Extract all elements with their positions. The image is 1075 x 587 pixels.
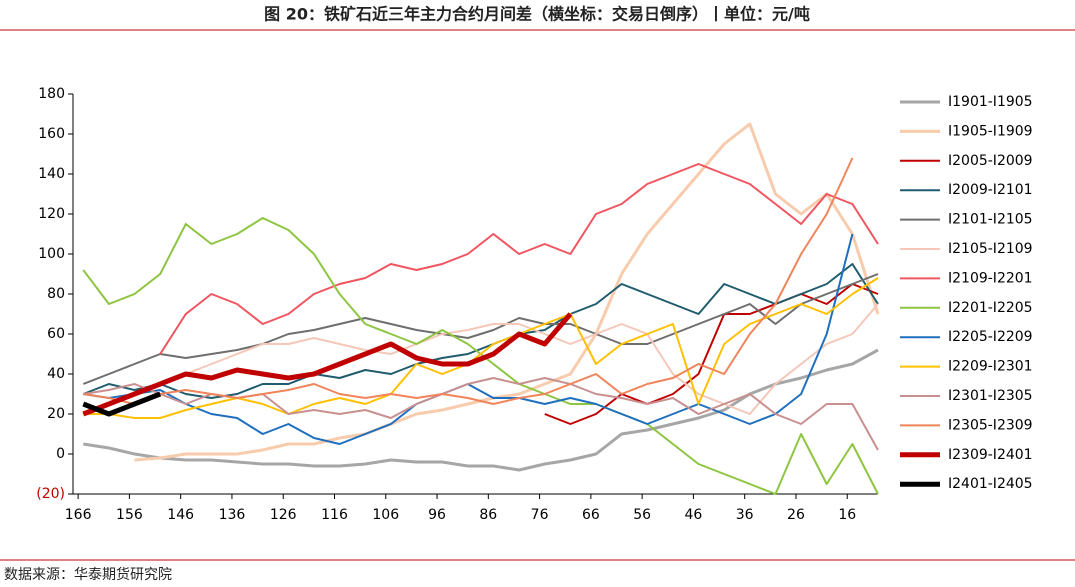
legend-label: I2109-I2201 — [948, 270, 1033, 286]
legend-label: I1901-I1905 — [948, 94, 1033, 110]
y-tick-label: 60 — [47, 326, 65, 342]
legend-label: I2301-I2305 — [948, 388, 1033, 404]
series-line — [82, 263, 879, 399]
x-tick-label: 96 — [428, 507, 446, 523]
y-tick-label: 120 — [38, 206, 65, 222]
legend-label: I2009-I2101 — [948, 182, 1033, 198]
series-line — [83, 157, 854, 405]
legend-label: I2105-I2109 — [948, 241, 1033, 257]
legend-label: I2309-I2401 — [948, 447, 1033, 463]
y-tick-label: 20 — [47, 406, 65, 422]
x-tick-label: 156 — [116, 507, 143, 523]
y-tick-label: 160 — [38, 126, 65, 142]
x-tick-label: 86 — [479, 507, 497, 523]
legend-label: I2209-I2301 — [948, 359, 1033, 375]
x-tick-label: 116 — [321, 507, 348, 523]
y-tick-label: 0 — [56, 446, 65, 462]
x-tick-label: 166 — [65, 507, 92, 523]
chart-title: 图 20：铁矿石近三年主力合约月间差（横坐标：交易日倒序）丨单位：元/吨 — [264, 5, 810, 24]
series-line — [544, 283, 879, 425]
y-tick-label: 40 — [47, 366, 65, 382]
series-line — [82, 273, 879, 385]
series-line — [83, 277, 879, 419]
x-tick-label: 56 — [633, 507, 651, 523]
x-tick-label: 106 — [372, 507, 399, 523]
series-line — [159, 163, 879, 355]
x-tick-label: 136 — [219, 507, 246, 523]
legend-label: I2401-I2405 — [948, 476, 1033, 492]
series-line — [83, 377, 879, 451]
series-line — [134, 122, 880, 462]
legend-label: I2101-I2105 — [948, 212, 1033, 228]
legend-label: I2201-I2205 — [948, 300, 1033, 316]
y-tick-label: 80 — [47, 286, 65, 302]
y-tick-label: 140 — [38, 166, 65, 182]
y-tick-label: (20) — [36, 486, 65, 502]
series-line — [82, 303, 879, 415]
x-tick-label: 76 — [531, 507, 549, 523]
x-tick-label: 126 — [270, 507, 297, 523]
legend-label: I1905-I1909 — [948, 123, 1033, 139]
x-tick-label: 26 — [787, 507, 805, 523]
x-tick-label: 36 — [736, 507, 754, 523]
x-tick-label: 146 — [167, 507, 194, 523]
x-tick-label: 66 — [582, 507, 600, 523]
series-line — [82, 312, 573, 417]
legend-label: I2005-I2009 — [948, 153, 1033, 169]
legend-label: I2205-I2209 — [948, 329, 1033, 345]
x-tick-label: 46 — [684, 507, 702, 523]
source: 数据来源：华泰期货研究院 — [4, 566, 172, 583]
y-tick-label: 100 — [38, 246, 65, 262]
legend-label: I2305-I2309 — [948, 417, 1033, 433]
x-tick-label: 16 — [838, 507, 856, 523]
series-line — [83, 233, 854, 445]
y-tick-label: 180 — [38, 86, 65, 102]
series-line — [82, 391, 162, 417]
